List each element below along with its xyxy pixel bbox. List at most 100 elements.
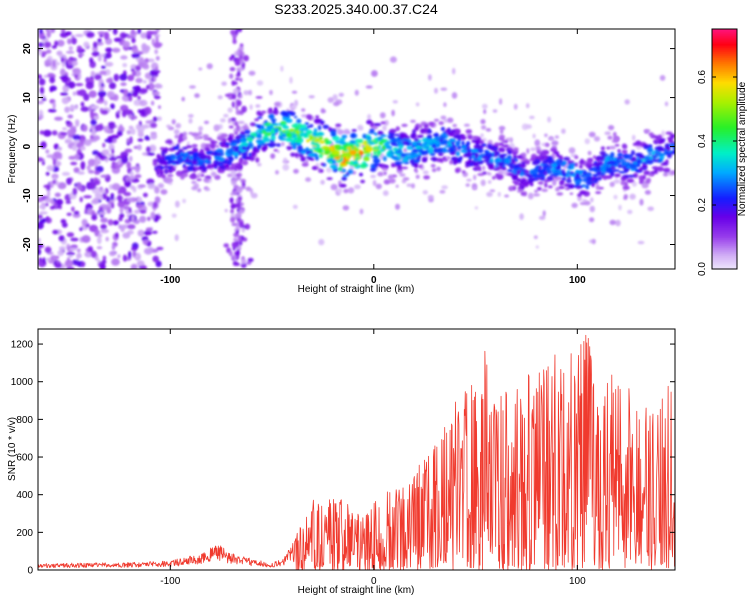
heatmap-cell xyxy=(188,118,193,124)
heatmap-cell xyxy=(533,235,538,239)
heatmap-cell xyxy=(643,170,651,176)
heatmap-cell xyxy=(565,187,570,191)
heatmap-cell xyxy=(320,162,325,166)
heatmap-cell xyxy=(439,190,446,194)
heatmap-cell xyxy=(61,171,71,176)
heatmap-cell xyxy=(550,167,556,171)
colorbar-strip xyxy=(712,165,737,168)
heatmap-cell xyxy=(237,29,243,33)
heatmap-cell xyxy=(384,142,390,145)
heatmap-cell xyxy=(196,188,202,193)
heatmap-cell xyxy=(402,157,409,163)
heatmap-cell xyxy=(94,179,101,186)
heatmap-cell xyxy=(67,38,72,45)
heatmap-cell xyxy=(38,157,44,162)
colorbar-strip xyxy=(712,37,737,40)
heatmap-cell xyxy=(337,167,343,171)
heatmap-cell xyxy=(472,136,480,140)
heatmap-cell xyxy=(569,173,575,176)
heatmap-cell xyxy=(395,126,400,132)
colorbar-strip xyxy=(712,223,737,226)
heatmap-cell xyxy=(544,182,548,188)
heatmap-cell xyxy=(561,177,567,181)
heatmap-cell xyxy=(398,144,404,149)
colorbar-strip xyxy=(712,113,737,116)
heatmap-cell xyxy=(591,238,596,245)
heatmap-cell xyxy=(475,140,480,145)
heatmap-cell xyxy=(150,211,156,220)
colorbar-strip xyxy=(712,83,737,86)
heatmap-cell xyxy=(339,137,346,141)
heatmap-cell xyxy=(137,109,142,114)
heatmap-cell xyxy=(105,236,109,242)
colorbar-strip xyxy=(712,167,737,170)
heatmap-cell xyxy=(320,109,326,114)
heatmap-cell xyxy=(269,113,274,119)
heatmap-cell xyxy=(214,155,222,160)
colorbar-strip xyxy=(712,247,737,250)
heatmap-cell xyxy=(617,149,621,153)
heatmap-cell xyxy=(100,109,109,115)
heatmap-cell xyxy=(289,76,293,84)
heatmap-cell xyxy=(455,151,460,157)
heatmap-cell xyxy=(91,128,97,137)
heatmap-cell xyxy=(327,97,334,103)
heatmap-cell xyxy=(167,139,173,145)
heatmap-cell xyxy=(402,138,407,142)
heatmap-cell xyxy=(256,129,263,133)
heatmap-cell xyxy=(117,159,122,165)
heatmap-cell xyxy=(131,214,135,223)
heatmap-cell xyxy=(171,119,176,125)
heatmap-cell xyxy=(532,173,539,179)
heatmap-cell xyxy=(223,243,229,248)
heatmap-cell xyxy=(504,139,508,144)
heatmap-cell xyxy=(513,103,518,110)
heatmap-cell xyxy=(100,189,106,194)
heatmap-cell xyxy=(463,123,470,127)
heatmap-cell xyxy=(541,149,549,154)
heatmap-cell xyxy=(52,179,57,184)
heatmap-cell xyxy=(275,170,279,175)
heatmap-cell xyxy=(615,160,622,164)
heatmap-cell xyxy=(604,131,611,136)
heatmap-cell xyxy=(434,136,441,141)
heatmap-cell xyxy=(268,110,273,114)
heatmap-cell xyxy=(405,140,409,146)
heatmap-cell xyxy=(102,255,107,261)
heatmap-cell xyxy=(639,167,643,172)
heatmap-cell xyxy=(317,148,322,154)
heatmap-cell xyxy=(412,129,416,135)
heatmap-cell xyxy=(146,30,153,36)
heatmap-cell xyxy=(64,81,69,87)
heatmap-cell xyxy=(254,118,259,122)
heatmap-cell xyxy=(64,259,74,268)
heatmap-cell xyxy=(154,186,160,194)
heatmap-cell xyxy=(436,166,441,172)
heatmap-cell xyxy=(577,195,582,202)
heatmap-cell xyxy=(359,163,367,169)
heatmap-cell xyxy=(72,67,82,76)
heatmap-cell xyxy=(174,234,179,242)
heatmap-cell xyxy=(395,150,403,154)
heatmap-cell xyxy=(499,98,503,105)
heatmap-cell xyxy=(451,129,456,134)
colorbar-strip xyxy=(712,119,737,122)
heatmap-cell xyxy=(57,250,64,257)
heatmap-cell xyxy=(139,209,147,214)
colorbar-strip xyxy=(712,89,737,92)
heatmap-cell xyxy=(313,139,319,143)
heatmap-cell xyxy=(159,156,166,159)
heatmap-cell xyxy=(145,120,152,124)
heatmap-cell xyxy=(191,144,198,148)
heatmap-cell xyxy=(667,136,675,140)
heatmap-cell xyxy=(98,195,103,201)
heatmap-cell xyxy=(375,183,382,190)
heatmap-cell xyxy=(236,187,243,194)
heatmap-cell xyxy=(66,212,72,216)
heatmap-cell xyxy=(566,170,571,174)
heatmap-cell xyxy=(234,131,238,136)
heatmap-cell xyxy=(465,152,473,158)
heatmap-cell xyxy=(90,119,97,126)
heatmap-cell xyxy=(492,109,498,113)
